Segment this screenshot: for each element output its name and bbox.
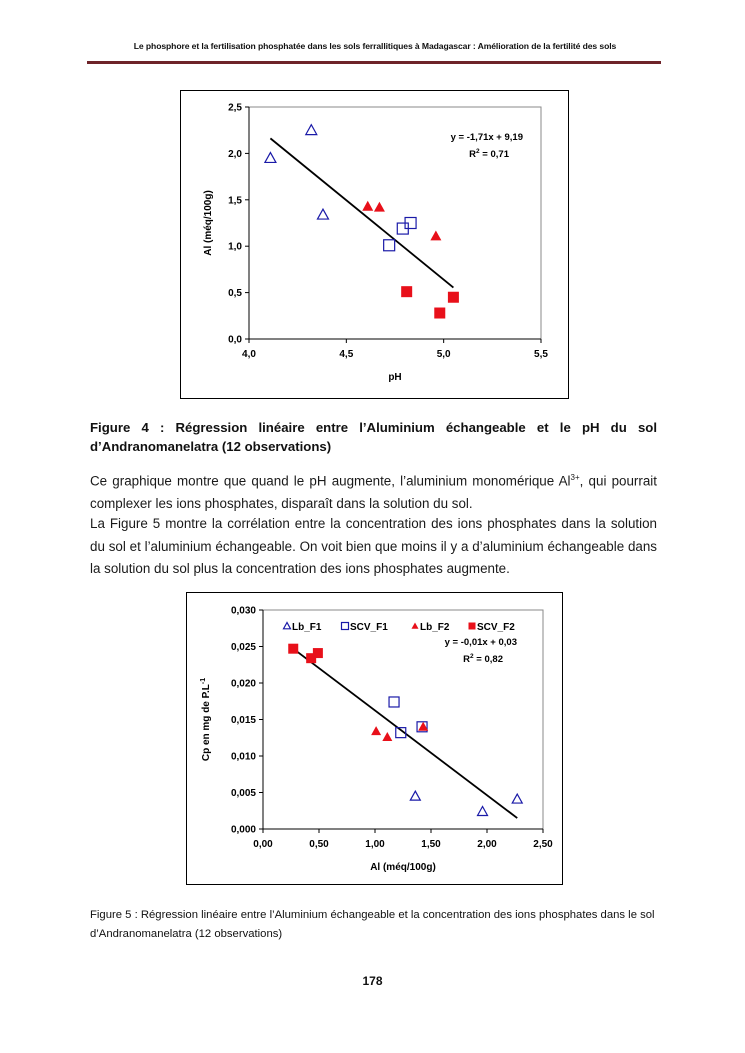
y-axis-label: Cp en mg de P.L-1 — [200, 678, 212, 761]
r-squared-value: = 0,82 — [474, 654, 503, 665]
y-tick-label: 0,015 — [231, 715, 256, 726]
figure-5-svg: 0,000 0,005 0,010 0,015 0,020 0,025 0,030 0,00 0… — [200, 606, 553, 874]
running-header: Le phosphore et la fertilisation phospha… — [133, 41, 617, 51]
data-point-scv-f2 — [306, 653, 317, 664]
y-tick-label: 2,0 — [228, 149, 242, 160]
legend-label-scv-f1: SCV_F1 — [350, 622, 388, 633]
data-point-scv-f2 — [447, 291, 459, 303]
x-tick-label: 1,00 — [365, 839, 385, 850]
x-axis-label: Al (méq/100g) — [370, 862, 436, 873]
x-tick-label: 0,00 — [253, 839, 273, 850]
x-tick-label: 2,00 — [477, 839, 497, 850]
x-tick-label: 2,50 — [533, 839, 553, 850]
data-point-lb-f1 — [409, 789, 422, 801]
legend-marker-scv-f1 — [340, 621, 350, 631]
r-squared-value: = 0,71 — [480, 149, 510, 160]
data-point-lb-f1 — [511, 792, 524, 804]
data-point-lb-f2 — [382, 732, 393, 742]
legend-label-lb-f2: Lb_F2 — [420, 622, 450, 633]
paragraph-1-superscript: 3+ — [570, 473, 580, 482]
legend-marker-lb-f2 — [411, 622, 419, 629]
data-point-lb-f2 — [418, 721, 429, 731]
x-tick-label: 1,50 — [421, 839, 441, 850]
y-tick-label: 0,030 — [231, 606, 256, 617]
data-point-lb-f1 — [263, 151, 277, 164]
data-point-lb-f1 — [304, 123, 318, 136]
data-point-lb-f1 — [476, 805, 489, 817]
x-tick-label: 4,5 — [339, 349, 353, 360]
x-axis-label: pH — [388, 372, 401, 383]
paragraph-1-text: Ce graphique montre que quand le pH augm… — [90, 473, 571, 489]
x-tick-label: 0,50 — [309, 839, 329, 850]
regression-equation: y = -1,71x + 9,19 — [451, 132, 523, 143]
y-tick-label: 1,5 — [228, 195, 242, 206]
data-point-lb-f1 — [316, 207, 330, 220]
y-tick-label: 0,5 — [228, 288, 242, 299]
data-point-lb-f2 — [430, 230, 442, 241]
r-squared-superscript: 2 — [470, 653, 474, 660]
page-number: 178 — [362, 974, 383, 988]
legend-label-scv-f2: SCV_F2 — [477, 622, 515, 633]
data-point-scv-f1 — [383, 239, 396, 252]
legend-marker-lb-f1 — [282, 621, 292, 630]
header-rule — [87, 61, 661, 64]
x-tick-label: 5,0 — [437, 349, 451, 360]
data-point-lb-f2 — [371, 726, 382, 736]
x-tick-label: 5,5 — [534, 349, 548, 360]
y-tick-label: 0,0 — [228, 335, 242, 346]
r-squared-label: R2 = 0,82 — [463, 653, 503, 665]
data-point-scv-f2 — [434, 307, 446, 319]
y-axis-label: Al (méq/100g) — [203, 190, 214, 256]
figure-5-chart: 0,000 0,005 0,010 0,015 0,020 0,025 0,030 0,00 0… — [186, 592, 563, 885]
r-squared-label: R2 = 0,71 — [469, 148, 510, 160]
paragraph-2: La Figure 5 montre la corrélation entre … — [90, 516, 657, 576]
data-point-scv-f2 — [288, 643, 299, 654]
legend-label-lb-f1: Lb_F1 — [292, 622, 322, 633]
y-tick-label: 1,0 — [228, 242, 242, 253]
y-tick-label: 0,005 — [231, 788, 256, 799]
y-tick-label: 0,010 — [231, 752, 256, 763]
figure-5-caption: Figure 5 : Régression linéaire entre l’A… — [90, 909, 655, 940]
r-squared-superscript: 2 — [476, 148, 480, 155]
y-tick-label: 0,025 — [231, 642, 256, 653]
y-tick-label: 0,020 — [231, 679, 256, 690]
data-point-scv-f1 — [404, 216, 417, 230]
legend-marker-scv-f2 — [468, 622, 476, 630]
figure-4-caption: Figure 4 : Régression linéaire entre l’A… — [90, 420, 657, 454]
x-tick-label: 4,0 — [242, 349, 256, 360]
data-point-lb-f2 — [373, 201, 385, 212]
paragraph-1: Ce graphique montre que quand le pH augm… — [90, 467, 657, 515]
trendline — [269, 137, 454, 289]
data-point-lb-f2 — [362, 200, 374, 211]
data-point-scv-f1 — [395, 727, 407, 739]
y-tick-label: 2,5 — [228, 103, 242, 114]
figure-4-svg: 0,0 0,5 1,0 1,5 2,0 2,5 4,0 4,5 5,0 5,5 pH Al (méq/… — [203, 103, 548, 384]
data-point-scv-f1 — [388, 696, 400, 708]
figure-4-chart: 0,0 0,5 1,0 1,5 2,0 2,5 4,0 4,5 5,0 5,5 pH Al (méq/… — [180, 90, 569, 399]
y-tick-label: 0,000 — [231, 825, 256, 836]
data-point-scv-f2 — [401, 286, 413, 298]
data-point-scv-f2 — [312, 648, 323, 659]
y-axis-label-superscript: -1 — [200, 678, 207, 684]
regression-equation: y = -0,01x + 0,03 — [445, 637, 517, 648]
paragraph-1-text-end: , qui pourrait complexer les ions phosph… — [90, 473, 657, 511]
data-point-scv-f1 — [416, 721, 428, 733]
